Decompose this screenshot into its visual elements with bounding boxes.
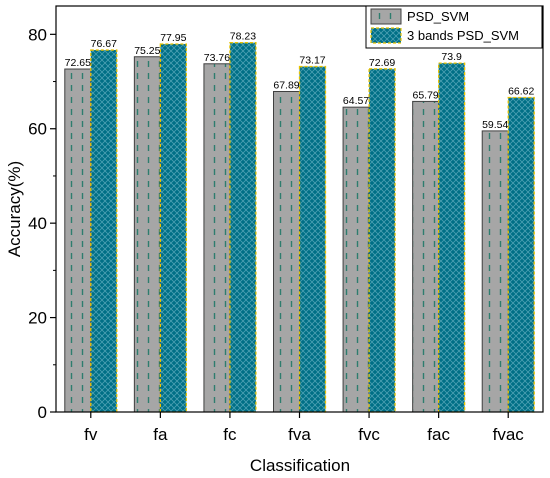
data-label-3-bands-psd-svm-fac: 73.9 [441, 51, 462, 63]
bar-3-bands-psd-svm-fva [298, 65, 327, 413]
bar-psd-svm-fva [273, 90, 300, 413]
bar-psd-svm-fc [203, 63, 231, 413]
legend-swatch-psd-svm [370, 8, 402, 25]
data-label-psd-svm-fvac: 59.54 [482, 119, 508, 131]
data-label-psd-svm-fac: 65.79 [413, 89, 439, 101]
data-label-psd-svm-fc: 73.76 [204, 52, 230, 64]
x-tick-label-fv: fv [84, 425, 98, 444]
x-tick-label-fva: fva [288, 425, 311, 444]
bar-psd-svm-fac [412, 100, 440, 413]
x-tick-label-fa: fa [153, 425, 168, 444]
bars-group [64, 42, 535, 413]
data-label-3-bands-psd-svm-fvac: 66.62 [508, 85, 534, 97]
y-tick-label-60: 60 [28, 120, 47, 139]
bar-3-bands-psd-svm-fac [437, 62, 466, 413]
y-tick-label-20: 20 [28, 309, 47, 328]
data-label-psd-svm-fv: 72.65 [65, 57, 91, 69]
y-tick-label-40: 40 [28, 214, 47, 233]
data-label-3-bands-psd-svm-fa: 77.95 [160, 32, 186, 44]
data-label-3-bands-psd-svm-fv: 76.67 [91, 38, 117, 50]
bar-psd-svm-fvac [481, 130, 509, 413]
legend: PSD_SVM 3 bands PSD_SVM [365, 5, 543, 49]
y-tick-label-80: 80 [28, 25, 47, 44]
x-axis-ticks: fv fa fc fva fvc fac fvac [84, 412, 524, 444]
bar-3-bands-psd-svm-fv [90, 49, 118, 413]
legend-label-psd-svm: PSD_SVM [407, 9, 469, 24]
bar-3-bands-psd-svm-fvc [368, 68, 396, 413]
y-axis-ticks: 0 20 40 60 80 [28, 25, 56, 422]
data-label-3-bands-psd-svm-fc: 78.23 [230, 31, 256, 43]
y-axis-title: Accuracy(%) [5, 161, 24, 257]
bar-psd-svm-fvc [342, 106, 370, 413]
x-tick-label-fvc: fvc [358, 425, 380, 444]
bar-3-bands-psd-svm-fa [159, 43, 188, 413]
x-tick-label-fc: fc [223, 425, 237, 444]
data-label-3-bands-psd-svm-fvc: 72.69 [369, 57, 395, 69]
data-label-psd-svm-fvc: 64.57 [343, 95, 369, 107]
bar-psd-svm-fa [133, 56, 161, 413]
bar-psd-svm-fv [64, 68, 92, 413]
bar-3-bands-psd-svm-fvac [507, 96, 535, 413]
data-label-psd-svm-fa: 75.25 [134, 45, 160, 57]
x-tick-label-fvac: fvac [493, 425, 525, 444]
x-axis-title: Classification [250, 456, 350, 475]
data-label-3-bands-psd-svm-fva: 73.17 [299, 55, 325, 67]
x-tick-label-fac: fac [427, 425, 450, 444]
data-label-psd-svm-fva: 67.89 [273, 79, 299, 91]
legend-swatch-3-bands-psd-svm [370, 27, 402, 44]
legend-label-3-bands-psd-svm: 3 bands PSD_SVM [407, 28, 519, 43]
y-tick-label-0: 0 [38, 403, 47, 422]
bar-3-bands-psd-svm-fc [229, 42, 257, 413]
